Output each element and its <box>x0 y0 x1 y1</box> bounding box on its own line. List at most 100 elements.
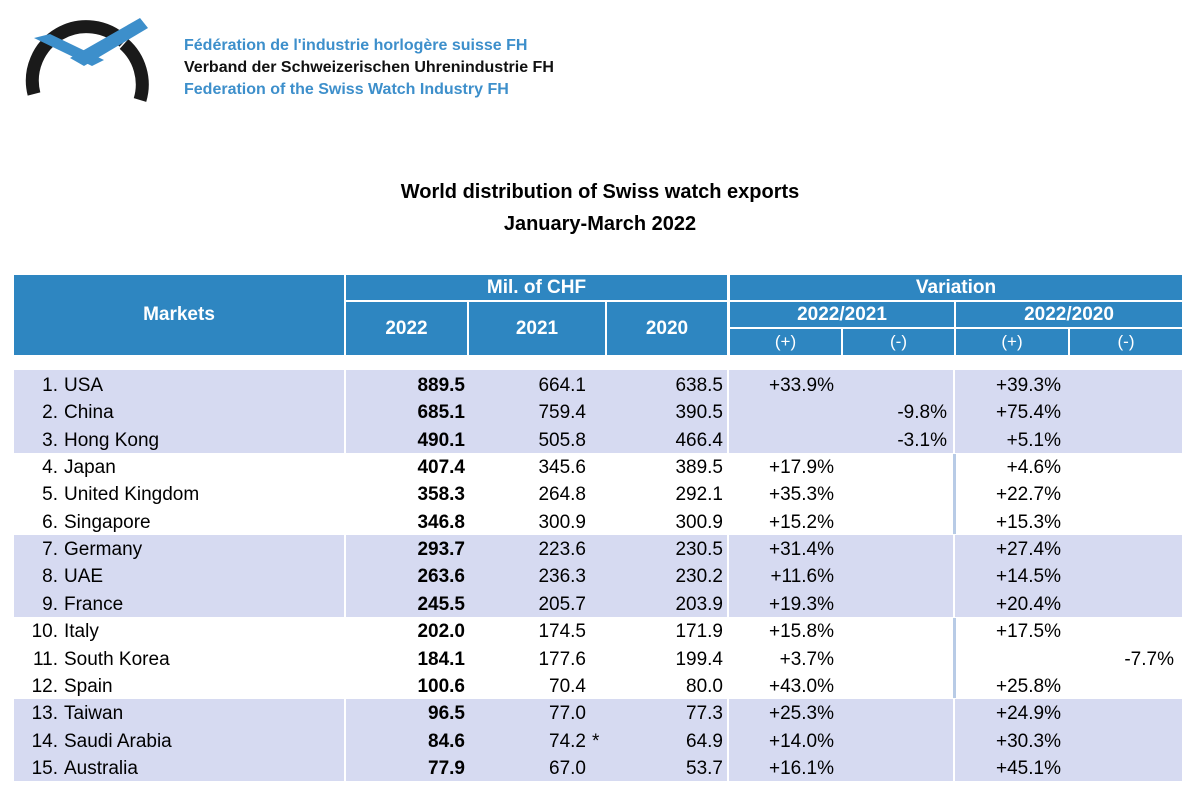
header-minus-2020: (-) <box>1070 329 1182 355</box>
row-value-2022: 84.6 <box>428 730 465 752</box>
header-plus-2021: (+) <box>730 329 841 355</box>
row-value-2021: 264.8 <box>538 484 586 506</box>
row-var-2020-plus: +30.3% <box>996 730 1061 752</box>
fh-logo-icon <box>25 18 149 102</box>
header-plus-2020: (+) <box>956 329 1068 355</box>
row-market: Italy <box>64 621 99 643</box>
row-var-2020-plus: +24.9% <box>996 703 1061 725</box>
page-subtitle: January-March 2022 <box>503 213 697 235</box>
page-title: World distribution of Swiss watch export… <box>400 181 800 203</box>
table-row: 15. Australia 77.9 67.0 53.7 +16.1% +45.1% <box>0 755 1200 782</box>
row-var-2021-plus: +3.7% <box>779 648 834 670</box>
row-var-2020-plus: +14.5% <box>996 566 1061 588</box>
column-divider <box>727 370 729 782</box>
row-var-2020-plus: +39.3% <box>996 375 1061 396</box>
row-value-2021: 223.6 <box>538 539 586 561</box>
row-var-2021-plus: +15.2% <box>769 511 834 533</box>
row-var-2021-plus: +19.3% <box>769 593 834 615</box>
table-row: 2. China 685.1 759.4 390.5 -9.8% +75.4% <box>0 399 1200 426</box>
row-rank: 6. <box>42 511 58 533</box>
column-divider <box>953 699 955 781</box>
row-value-2020: 53.7 <box>686 757 723 779</box>
row-value-2022: 407.4 <box>417 457 465 479</box>
row-value-2022: 77.9 <box>428 757 465 779</box>
row-var-2020-plus: +25.8% <box>996 675 1061 697</box>
row-market: Spain <box>64 675 113 697</box>
row-value-2021: 205.7 <box>538 593 586 615</box>
column-divider <box>953 454 956 534</box>
row-market: Germany <box>64 539 143 561</box>
table-row: 1. USA 889.5 664.1 638.5 +33.9% +39.3% <box>0 372 1200 399</box>
row-market: China <box>64 402 114 424</box>
row-var-2020-plus: +5.1% <box>1006 429 1061 451</box>
column-divider <box>344 370 346 782</box>
row-value-2021: 70.4 <box>549 675 586 697</box>
table-row: 4. Japan 407.4 345.6 389.5 +17.9% +4.6% <box>0 454 1200 481</box>
row-value-2021: 345.6 <box>538 457 586 479</box>
row-market: UAE <box>64 566 104 588</box>
row-value-2020: 77.3 <box>686 703 723 725</box>
row-rank: 14. <box>31 730 58 752</box>
row-var-2021-plus: +14.0% <box>769 730 834 752</box>
row-market: Australia <box>64 757 138 779</box>
row-var-2021-minus: -3.1% <box>897 429 947 451</box>
row-value-2020: 230.2 <box>675 566 723 588</box>
row-value-2022: 263.6 <box>417 566 465 588</box>
header-year-2021: 2021 <box>469 302 605 355</box>
row-var-2021-plus: +43.0% <box>769 675 834 697</box>
row-var-2020-minus: -7.7% <box>1124 648 1174 670</box>
row-var-2020-plus: +75.4% <box>996 402 1061 424</box>
header-year-2020: 2020 <box>607 302 727 355</box>
table-row: 6. Singapore 346.8 300.9 300.9 +15.2% +15.3% <box>0 509 1200 536</box>
row-var-2021-plus: +11.6% <box>770 566 834 588</box>
row-rank: 9. <box>42 593 58 615</box>
row-value-2021: 174.5 <box>538 621 586 643</box>
row-rank: 11. <box>32 648 58 670</box>
row-rank: 7. <box>42 539 58 561</box>
row-rank: 5. <box>42 484 58 506</box>
header-mil-chf: Mil. of CHF <box>346 275 727 300</box>
row-value-2021: 177.6 <box>538 648 586 670</box>
row-value-2020: 466.4 <box>675 429 723 451</box>
table-row: 11. South Korea 184.1 177.6 199.4 +3.7% -7.7% <box>0 646 1200 673</box>
row-market: Taiwan <box>64 703 124 725</box>
row-value-2022: 202.0 <box>417 621 465 643</box>
row-var-2021-plus: +25.3% <box>769 703 834 725</box>
header-markets: Markets <box>14 275 344 355</box>
row-market: South Korea <box>64 648 170 670</box>
row-value-2021: 67.0 <box>549 757 586 779</box>
header-var-2022-2020: 2022/2020 <box>956 302 1182 327</box>
org-name-fr: Fédération de l'industrie horlogère suis… <box>184 37 528 54</box>
row-value-2022: 293.7 <box>417 539 465 561</box>
row-value-2020: 300.9 <box>675 511 723 533</box>
row-market: Japan <box>64 457 116 479</box>
column-divider <box>953 618 956 698</box>
table-row: 10. Italy 202.0 174.5 171.9 +15.8% +17.5% <box>0 618 1200 645</box>
row-var-2020-plus: +45.1% <box>996 757 1061 779</box>
row-market: USA <box>64 375 104 396</box>
row-var-2020-plus: +20.4% <box>996 593 1061 615</box>
row-rank: 4. <box>42 457 58 479</box>
row-var-2021-plus: +31.4% <box>769 539 834 561</box>
row-market: Hong Kong <box>64 429 160 451</box>
row-rank: 2. <box>42 402 58 424</box>
table-row: 5. United Kingdom 358.3 264.8 292.1 +35.3% +22… <box>0 481 1200 508</box>
row-value-2022: 96.5 <box>428 703 465 725</box>
row-value-2021: 664.1 <box>538 375 586 396</box>
header-variation: Variation <box>730 275 1182 300</box>
row-value-2020: 203.9 <box>675 593 723 615</box>
column-divider <box>953 535 955 617</box>
row-var-2021-plus: +35.3% <box>769 484 834 506</box>
row-value-2021: 74.2 <box>549 730 586 752</box>
row-value-2022: 358.3 <box>417 484 465 506</box>
row-var-2020-plus: +15.3% <box>996 511 1061 533</box>
row-market: Saudi Arabia <box>64 730 172 752</box>
row-var-2021-plus: +16.1% <box>769 757 834 779</box>
row-market: United Kingdom <box>64 484 200 506</box>
row-var-2020-plus: +17.5% <box>996 621 1061 643</box>
table-row: 8. UAE 263.6 236.3 230.2 +11.6% +14.5% <box>0 563 1200 590</box>
row-value-2020: 199.4 <box>675 648 723 670</box>
org-name-en: Federation of the Swiss Watch Industry F… <box>184 81 509 98</box>
row-market: Singapore <box>64 511 151 533</box>
row-value-2021: 300.9 <box>538 511 586 533</box>
